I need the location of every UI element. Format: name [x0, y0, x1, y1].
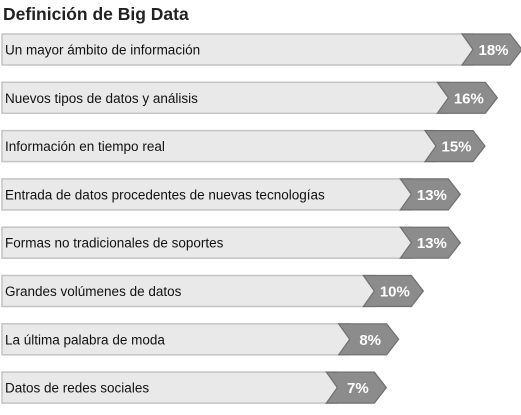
value-marker	[399, 226, 462, 259]
bar	[1, 81, 450, 115]
value-marker	[362, 274, 425, 308]
bar-row: Grandes volúmenes de datos 10%	[1, 274, 425, 308]
value-label: 13%	[417, 235, 447, 252]
bar-row: Datos de redes sociales 7%	[1, 371, 388, 404]
bar-row: Formas no tradicionales de soportes 13%	[1, 226, 462, 259]
bar	[1, 226, 413, 259]
category-label: Entrada de datos procedentes de nuevas t…	[5, 187, 325, 202]
bar	[1, 274, 376, 308]
category-label: Formas no tradicionales de soportes	[5, 236, 224, 251]
category-label: Grandes volúmenes de datos	[5, 284, 182, 299]
value-label: 16%	[454, 90, 484, 107]
value-label: 7%	[347, 380, 369, 397]
category-label: Nuevos tipos de datos y análisis	[5, 91, 198, 106]
bar-row: Entrada de datos procedentes de nuevas t…	[1, 178, 462, 211]
value-label: 18%	[478, 42, 508, 59]
bar	[1, 129, 437, 163]
chart-title: Definición de Big Data	[3, 4, 189, 24]
bar	[1, 323, 351, 356]
bar-row: Nuevos tipos de datos y análisis 16%	[1, 81, 499, 115]
value-label: 10%	[380, 284, 410, 301]
category-label: La última palabra de moda	[5, 332, 165, 347]
value-label: 15%	[441, 139, 471, 156]
bar-row: Un mayor ámbito de información 18%	[1, 33, 521, 66]
value-label: 13%	[417, 187, 447, 204]
value-marker	[436, 81, 499, 114]
value-marker	[399, 178, 462, 211]
category-label: Un mayor ámbito de información	[5, 43, 200, 58]
value-marker	[460, 33, 521, 66]
bar	[1, 371, 339, 404]
category-label: Datos de redes sociales	[5, 381, 149, 396]
bar-row: Información en tiempo real 15%	[1, 129, 486, 163]
value-marker	[337, 323, 400, 356]
value-marker	[325, 371, 388, 404]
value-label: 8%	[359, 332, 381, 349]
category-label: Información en tiempo real	[5, 139, 165, 154]
bar-row: La última palabra de moda 8%	[1, 323, 400, 356]
value-marker	[423, 130, 486, 163]
